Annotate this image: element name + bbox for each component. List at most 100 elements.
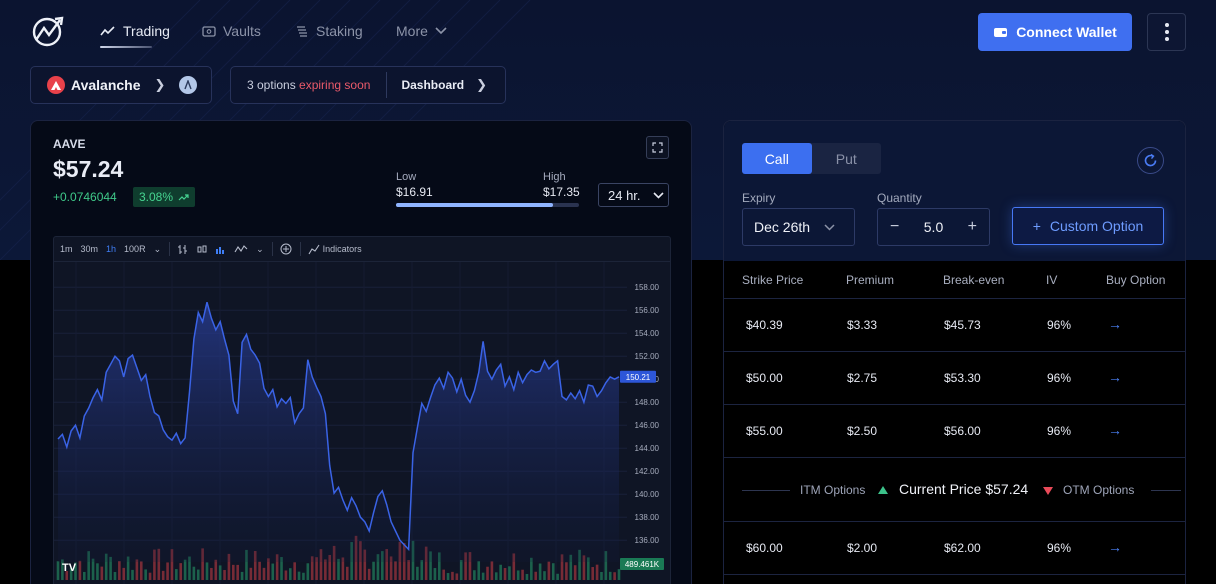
volume-bar [473, 570, 476, 580]
indicators-icon[interactable] [308, 244, 320, 255]
network-label: Avalanche [71, 77, 141, 93]
volume-bar [367, 568, 371, 580]
price-range-bar [396, 203, 579, 207]
buy-arrow-icon[interactable]: → [1108, 422, 1122, 438]
volume-bar [490, 561, 494, 580]
divider [742, 490, 790, 491]
volume-bar [565, 562, 568, 580]
quantity-increment-button[interactable]: + [967, 218, 977, 235]
expand-button[interactable] [646, 136, 669, 159]
volume-bar [280, 557, 283, 580]
nav-vaults[interactable]: Vaults [202, 21, 261, 41]
volume-bar [534, 571, 538, 580]
iv-cell: 96% [1047, 541, 1072, 555]
volume-bar [148, 572, 152, 580]
volume-bar [144, 569, 147, 580]
volume-bar [135, 559, 139, 580]
chart-panel: AAVE $57.24 +0.0746044 3.08% Low $16.91 … [30, 120, 692, 584]
table-row[interactable]: $60.00 $2.00 $62.00 96% → [724, 522, 1185, 575]
price-chart-widget[interactable]: 1m 30m 1h 100R ⌄ ⌄ Indicators 158.00 156.… [53, 236, 671, 584]
volume-bar [262, 567, 266, 580]
volume-bar [61, 559, 64, 580]
volume-bar [122, 567, 126, 580]
column-style-icon[interactable] [215, 244, 226, 255]
top-nav: Trading Vaults Staking More Connect Wall… [0, 0, 1216, 64]
interval-30m[interactable]: 30m [80, 244, 99, 254]
indicators-button[interactable]: Indicators [322, 244, 362, 254]
candle-style-icon[interactable] [196, 244, 207, 255]
chevron-right-icon[interactable]: ❯ [476, 77, 488, 92]
volume-bar [442, 569, 445, 580]
refresh-icon [1144, 153, 1157, 167]
quantity-decrement-button[interactable]: − [890, 218, 900, 235]
expiry-select[interactable]: Dec 26th [742, 208, 855, 246]
tradingview-logo-icon[interactable]: TV [62, 562, 77, 574]
quantity-stepper: − 5.0 + [877, 208, 990, 246]
arbitrum-icon[interactable] [179, 76, 198, 94]
iv-cell: 96% [1047, 371, 1072, 385]
table-row[interactable]: $55.00 $2.50 $56.00 96% → [724, 405, 1185, 458]
volume-bar [210, 567, 213, 580]
period-select[interactable]: 24 hr. [598, 183, 669, 207]
volume-bar [227, 553, 231, 580]
nav-staking[interactable]: Staking [295, 21, 363, 41]
volume-bar [407, 560, 410, 580]
bar-style-icon[interactable] [177, 244, 188, 255]
buy-arrow-icon[interactable]: → [1108, 539, 1122, 555]
more-menu-button[interactable] [1147, 13, 1186, 51]
dot-icon [1164, 30, 1169, 34]
chevron-down-icon[interactable]: ⌄ [153, 243, 162, 254]
network-selector[interactable]: Avalanche ❯ [30, 66, 212, 104]
volume-bar [459, 560, 463, 580]
tab-call[interactable]: Call [742, 143, 812, 174]
table-row[interactable]: $50.00 $2.75 $53.30 96% → [724, 352, 1185, 405]
nav-trading[interactable]: Trading [100, 21, 170, 41]
interval-100r[interactable]: 100R [124, 244, 146, 254]
volume-bar [582, 555, 586, 580]
breakeven-cell: $62.00 [944, 541, 981, 555]
triangle-up-icon [878, 486, 888, 494]
volume-bar [591, 567, 595, 580]
volume-bar [429, 551, 432, 580]
volume-bar [608, 571, 612, 580]
interval-1h[interactable]: 1h [106, 244, 117, 254]
buy-arrow-icon[interactable]: → [1108, 369, 1122, 385]
buy-arrow-icon[interactable]: → [1108, 316, 1122, 332]
connect-wallet-button[interactable]: Connect Wallet [978, 13, 1132, 51]
tab-put[interactable]: Put [835, 150, 857, 167]
volume-bar [446, 573, 450, 580]
trade-panel: Call Put Expiry Quantity Dec 26th − 5.0 … [723, 120, 1186, 584]
asset-name: AAVE [53, 137, 86, 151]
chevron-down-icon [652, 191, 664, 199]
last-price-tag [620, 370, 656, 383]
volume-bar [420, 560, 424, 580]
y-tick-label: 146.00 [635, 421, 660, 430]
dashboard-link[interactable]: Dashboard [401, 78, 465, 92]
asset-change-pct: 3.08% [139, 190, 174, 204]
volume-label: 489.461K [625, 560, 660, 569]
volume-bar [113, 572, 117, 580]
nav-trading-label: Trading [123, 23, 170, 39]
volume-bar [573, 565, 577, 580]
otm-options-label: OTM Options [1063, 483, 1135, 497]
breakeven-cell: $56.00 [944, 424, 981, 438]
volume-bar [288, 568, 292, 580]
volume-bar [389, 556, 393, 580]
table-row[interactable]: $40.39 $3.33 $45.73 96% → [724, 299, 1185, 352]
chevron-down-icon[interactable]: ⌄ [256, 243, 264, 254]
volume-bar [319, 549, 323, 580]
brand-logo-icon[interactable] [30, 14, 66, 48]
quantity-value[interactable]: 5.0 [923, 219, 944, 235]
volume-bar [214, 559, 218, 580]
volume-bar [118, 561, 121, 580]
line-style-icon[interactable] [234, 244, 248, 255]
volume-bar [139, 561, 143, 580]
compare-add-icon[interactable] [280, 243, 292, 255]
custom-option-button[interactable]: + Custom Option [1012, 207, 1164, 245]
refresh-button[interactable] [1137, 147, 1164, 174]
interval-1m[interactable]: 1m [60, 244, 73, 254]
nav-more[interactable]: More [396, 21, 447, 41]
volume-bar [433, 568, 437, 580]
volume-bar [551, 563, 555, 580]
y-tick-label: 142.00 [635, 467, 660, 476]
